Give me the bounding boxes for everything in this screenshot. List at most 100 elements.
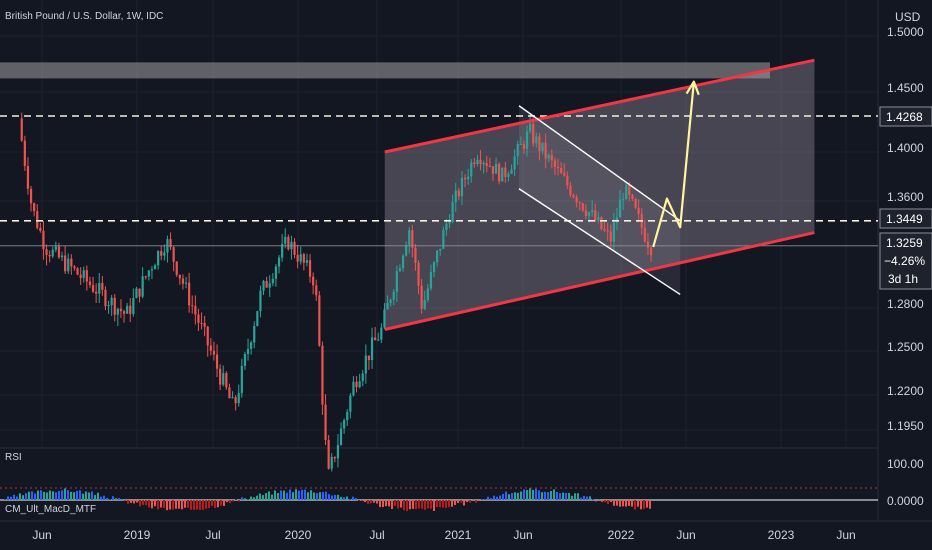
macd-bar <box>280 490 282 500</box>
candle-body <box>141 276 144 297</box>
last-change: −4.26% <box>884 254 925 268</box>
candle-body <box>414 247 417 263</box>
macd-bar <box>505 491 507 500</box>
macd-bar <box>400 500 402 508</box>
macd-bar <box>439 500 441 508</box>
candle-body <box>39 227 42 231</box>
macd-bar <box>421 500 423 509</box>
macd-bar <box>82 493 84 500</box>
candle-body <box>569 185 572 196</box>
macd-bar <box>97 492 99 500</box>
candle-body <box>395 271 398 292</box>
candle-body <box>160 251 163 256</box>
candle-body <box>628 184 631 195</box>
macd-bar <box>523 489 525 500</box>
macd-bar <box>226 500 228 503</box>
candle-body <box>20 118 23 141</box>
candle-body <box>535 136 538 144</box>
candle-body <box>519 143 522 145</box>
candle-body <box>222 373 225 385</box>
macd-pane[interactable] <box>0 487 878 512</box>
channel-upper-line <box>384 58 815 154</box>
candle-body <box>476 159 479 165</box>
macd-bar <box>214 500 216 509</box>
macd-bar <box>613 500 615 506</box>
candle-body <box>150 269 154 271</box>
macd-bar <box>274 490 276 500</box>
candle-body <box>219 368 222 385</box>
macd-bar <box>481 499 483 500</box>
macd-bar <box>463 500 465 506</box>
candle-body <box>42 230 45 250</box>
candle-body <box>45 249 48 255</box>
candle-body <box>451 202 454 223</box>
candle-body <box>126 305 129 314</box>
rsi-pane[interactable]: RSI <box>5 452 22 463</box>
candle-body <box>181 278 185 284</box>
macd-bar <box>244 498 246 500</box>
macd-bar <box>511 492 513 500</box>
macd-bar <box>448 500 450 508</box>
macd-bar <box>22 495 24 500</box>
macd-bar <box>61 490 63 500</box>
candle-body <box>98 282 101 294</box>
macd-bar <box>607 500 609 505</box>
candle-body <box>225 373 228 388</box>
candle-body <box>439 248 442 251</box>
macd-bar <box>25 493 27 500</box>
macd-bar <box>298 490 300 500</box>
level-label-resistance[interactable]: 1.4268 <box>879 106 932 127</box>
macd-bar <box>283 490 285 500</box>
macd-bar <box>598 498 600 500</box>
candle-body <box>253 325 256 343</box>
time-axis[interactable]: Jun 2019 Jul 2020 Jul 2021 Jun 2022 Jun … <box>32 528 855 542</box>
candle-body <box>302 254 305 263</box>
macd-bar <box>628 500 630 506</box>
macd-bar <box>601 500 603 502</box>
candle-body <box>147 270 150 277</box>
candle-body <box>482 162 485 165</box>
macd-bar <box>265 493 267 500</box>
macd-bar <box>19 493 21 500</box>
candle-body <box>60 255 64 258</box>
candle-body <box>556 166 560 168</box>
candle-body <box>560 167 563 174</box>
macd-bar <box>10 496 12 500</box>
candle-body <box>488 166 491 168</box>
macd-bar <box>433 500 435 511</box>
candle-body <box>339 428 343 445</box>
macd-bar <box>589 496 591 500</box>
candle-body <box>591 210 594 213</box>
currency-label: USD <box>895 10 921 24</box>
macd-bar <box>619 500 621 507</box>
candle-body <box>138 288 141 297</box>
trendlines-layer <box>0 58 878 331</box>
candle-body <box>67 258 70 272</box>
level-label-support[interactable]: 1.3449 <box>879 208 932 229</box>
macd-bar <box>517 492 519 500</box>
macd-bar <box>217 500 219 508</box>
candle-body <box>234 397 237 404</box>
candle-body <box>191 305 194 307</box>
candle-body <box>597 217 600 221</box>
last-price-label[interactable]: 1.3259 −4.26% 3d 1h <box>879 232 932 290</box>
macd-bar <box>58 490 60 500</box>
candle-body <box>538 136 541 152</box>
candle-body <box>178 274 181 279</box>
macd-bar <box>586 496 588 500</box>
price-axis[interactable]: USD 1.5000 1.4500 1.4000 1.3600 1.2800 1… <box>879 10 932 508</box>
candle-body <box>119 308 123 312</box>
candle-body <box>615 217 619 223</box>
candle-body <box>308 260 312 277</box>
level-value: 1.4268 <box>886 110 923 124</box>
candle-body <box>169 239 172 248</box>
candle-body <box>609 231 612 242</box>
candle-body <box>513 156 516 170</box>
candle-body <box>581 203 584 211</box>
descending-channel-fill <box>518 105 681 295</box>
macd-bar <box>88 492 90 500</box>
candle-body <box>361 373 364 382</box>
macd-bar <box>79 490 81 500</box>
macd-bar <box>316 493 318 500</box>
